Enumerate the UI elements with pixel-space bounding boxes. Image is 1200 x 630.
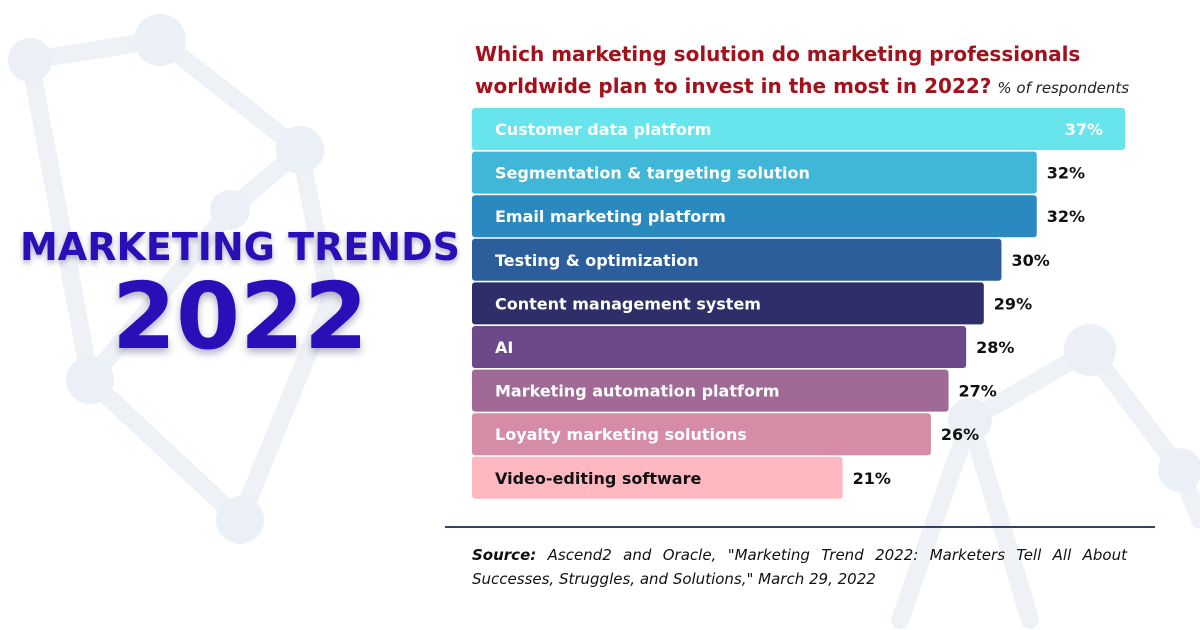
bar-5 <box>472 326 967 368</box>
bar-7 <box>472 413 931 456</box>
bar-value-label: 29% <box>994 294 1032 313</box>
bar-value-label: 28% <box>976 338 1014 357</box>
bar-4 <box>472 282 984 325</box>
source-text: Ascend2 and Oracle, "Marketing Trend 202… <box>472 546 1127 588</box>
source-note: Source: Ascend2 and Oracle, "Marketing T… <box>472 543 1127 591</box>
bar-1 <box>472 151 1037 194</box>
bar-category-label: Loyalty marketing solutions <box>495 425 747 444</box>
source-label: Source: <box>472 546 537 564</box>
hero-title: MARKETING TRENDS <box>19 225 461 269</box>
bar-8 <box>472 456 843 499</box>
bar-value-label: 32% <box>1047 164 1085 183</box>
chart-question: Which marketing solution do marketing pr… <box>475 42 1081 98</box>
bar-category-label: Content management system <box>495 294 761 313</box>
chart-title: Which marketing solution do marketing pr… <box>475 38 1175 104</box>
bar-category-label: Video-editing software <box>495 469 701 488</box>
bar-category-label: Email marketing platform <box>495 207 726 226</box>
bar-category-label: Segmentation & targeting solution <box>495 164 810 183</box>
bar-value-label: 32% <box>1047 207 1085 226</box>
bar-value-label: 37% <box>1065 120 1103 139</box>
bar-category-label: Testing & optimization <box>495 251 699 270</box>
bar-category-label: AI <box>495 338 513 357</box>
bar-2 <box>472 195 1037 238</box>
bar-value-label: 26% <box>941 425 979 444</box>
divider-line <box>445 526 1155 528</box>
bar-category-label: Customer data platform <box>495 120 711 139</box>
bar-3 <box>472 238 1002 281</box>
bar-category-label: Marketing automation platform <box>495 382 780 401</box>
bar-value-label: 30% <box>1011 251 1049 270</box>
bar-value-label: 21% <box>853 469 891 488</box>
bar-0 <box>472 108 1125 150</box>
hero-heading: MARKETING TRENDS 2022 <box>0 225 480 363</box>
bar-6 <box>472 369 949 412</box>
hero-year: 2022 <box>111 263 369 370</box>
bar-value-label: 27% <box>959 382 997 401</box>
chart-subtitle: % of respondents <box>997 79 1130 97</box>
